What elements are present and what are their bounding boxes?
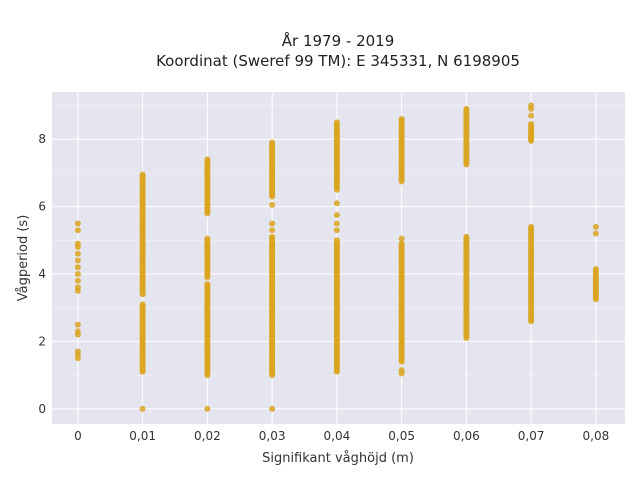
x-tick-label: 0,08 (583, 429, 610, 443)
data-point (74, 227, 81, 234)
chart-title-line-1: År 1979 - 2019 (282, 31, 395, 50)
data-point (204, 281, 211, 288)
x-tick-label: 0,03 (259, 429, 286, 443)
data-point (74, 240, 81, 247)
data-point (398, 240, 405, 247)
data-point (269, 233, 276, 240)
data-point (398, 367, 405, 374)
data-point (592, 265, 599, 272)
x-tick-label: 0,01 (129, 429, 156, 443)
x-tick-label: 0,07 (518, 429, 545, 443)
x-axis-ticks: 0 0,01 0,02 0,03 0,04 0,05 0,06 0,07 0,08 (74, 429, 609, 443)
data-point (74, 277, 81, 284)
data-point (139, 171, 146, 178)
data-point (74, 321, 81, 328)
x-tick-label: 0,02 (194, 429, 221, 443)
y-tick-label: 2 (38, 334, 46, 348)
data-point (333, 212, 340, 219)
y-tick-label: 4 (38, 267, 46, 281)
data-point (398, 115, 405, 122)
data-point (74, 271, 81, 278)
data-point (74, 257, 81, 264)
data-point (333, 237, 340, 244)
y-axis-ticks: 0 2 4 6 8 (38, 132, 46, 416)
x-tick-label: 0,04 (324, 429, 351, 443)
data-point (269, 227, 276, 234)
data-point (269, 139, 276, 146)
data-point (74, 220, 81, 227)
data-point (333, 227, 340, 234)
data-point (528, 223, 535, 230)
data-point (269, 201, 276, 208)
data-point (139, 301, 146, 308)
data-point (269, 220, 276, 227)
data-point (463, 105, 470, 112)
data-point (139, 405, 146, 412)
y-tick-label: 6 (38, 200, 46, 214)
y-tick-label: 0 (38, 402, 46, 416)
data-point (74, 250, 81, 257)
x-axis-label: Signifikant våghöjd (m) (262, 451, 414, 466)
data-point (333, 200, 340, 207)
data-point (204, 405, 211, 412)
data-point (74, 284, 81, 291)
data-point (269, 405, 276, 412)
data-point (528, 102, 535, 109)
data-point (528, 112, 535, 119)
data-point (204, 156, 211, 163)
x-tick-label: 0,05 (388, 429, 415, 443)
data-point (463, 233, 470, 240)
y-axis-label: Vågperiod (s) (16, 215, 31, 302)
y-tick-label: 8 (38, 132, 46, 146)
data-point (333, 220, 340, 227)
data-point (74, 348, 81, 355)
data-point (74, 264, 81, 271)
x-tick-label: 0,06 (453, 429, 480, 443)
data-point (592, 223, 599, 230)
data-point (528, 121, 535, 128)
data-points (74, 102, 599, 412)
x-tick-label: 0 (74, 429, 82, 443)
data-point (204, 235, 211, 242)
data-point (592, 230, 599, 237)
data-point (398, 235, 405, 242)
chart-title-line-2: Koordinat (Sweref 99 TM): E 345331, N 61… (156, 52, 520, 70)
data-point (74, 328, 81, 335)
data-point (333, 119, 340, 126)
